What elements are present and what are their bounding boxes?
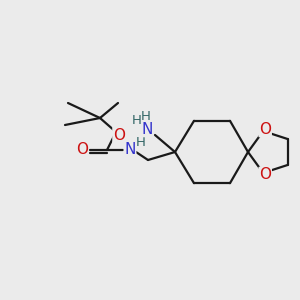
Text: H: H [141, 110, 151, 124]
Text: N: N [124, 142, 136, 158]
Text: O: O [259, 122, 271, 136]
Text: O: O [76, 142, 88, 158]
Text: N: N [141, 122, 153, 136]
Text: H: H [132, 113, 142, 127]
Text: O: O [259, 167, 271, 182]
Text: O: O [113, 128, 125, 142]
Text: H: H [136, 136, 146, 149]
